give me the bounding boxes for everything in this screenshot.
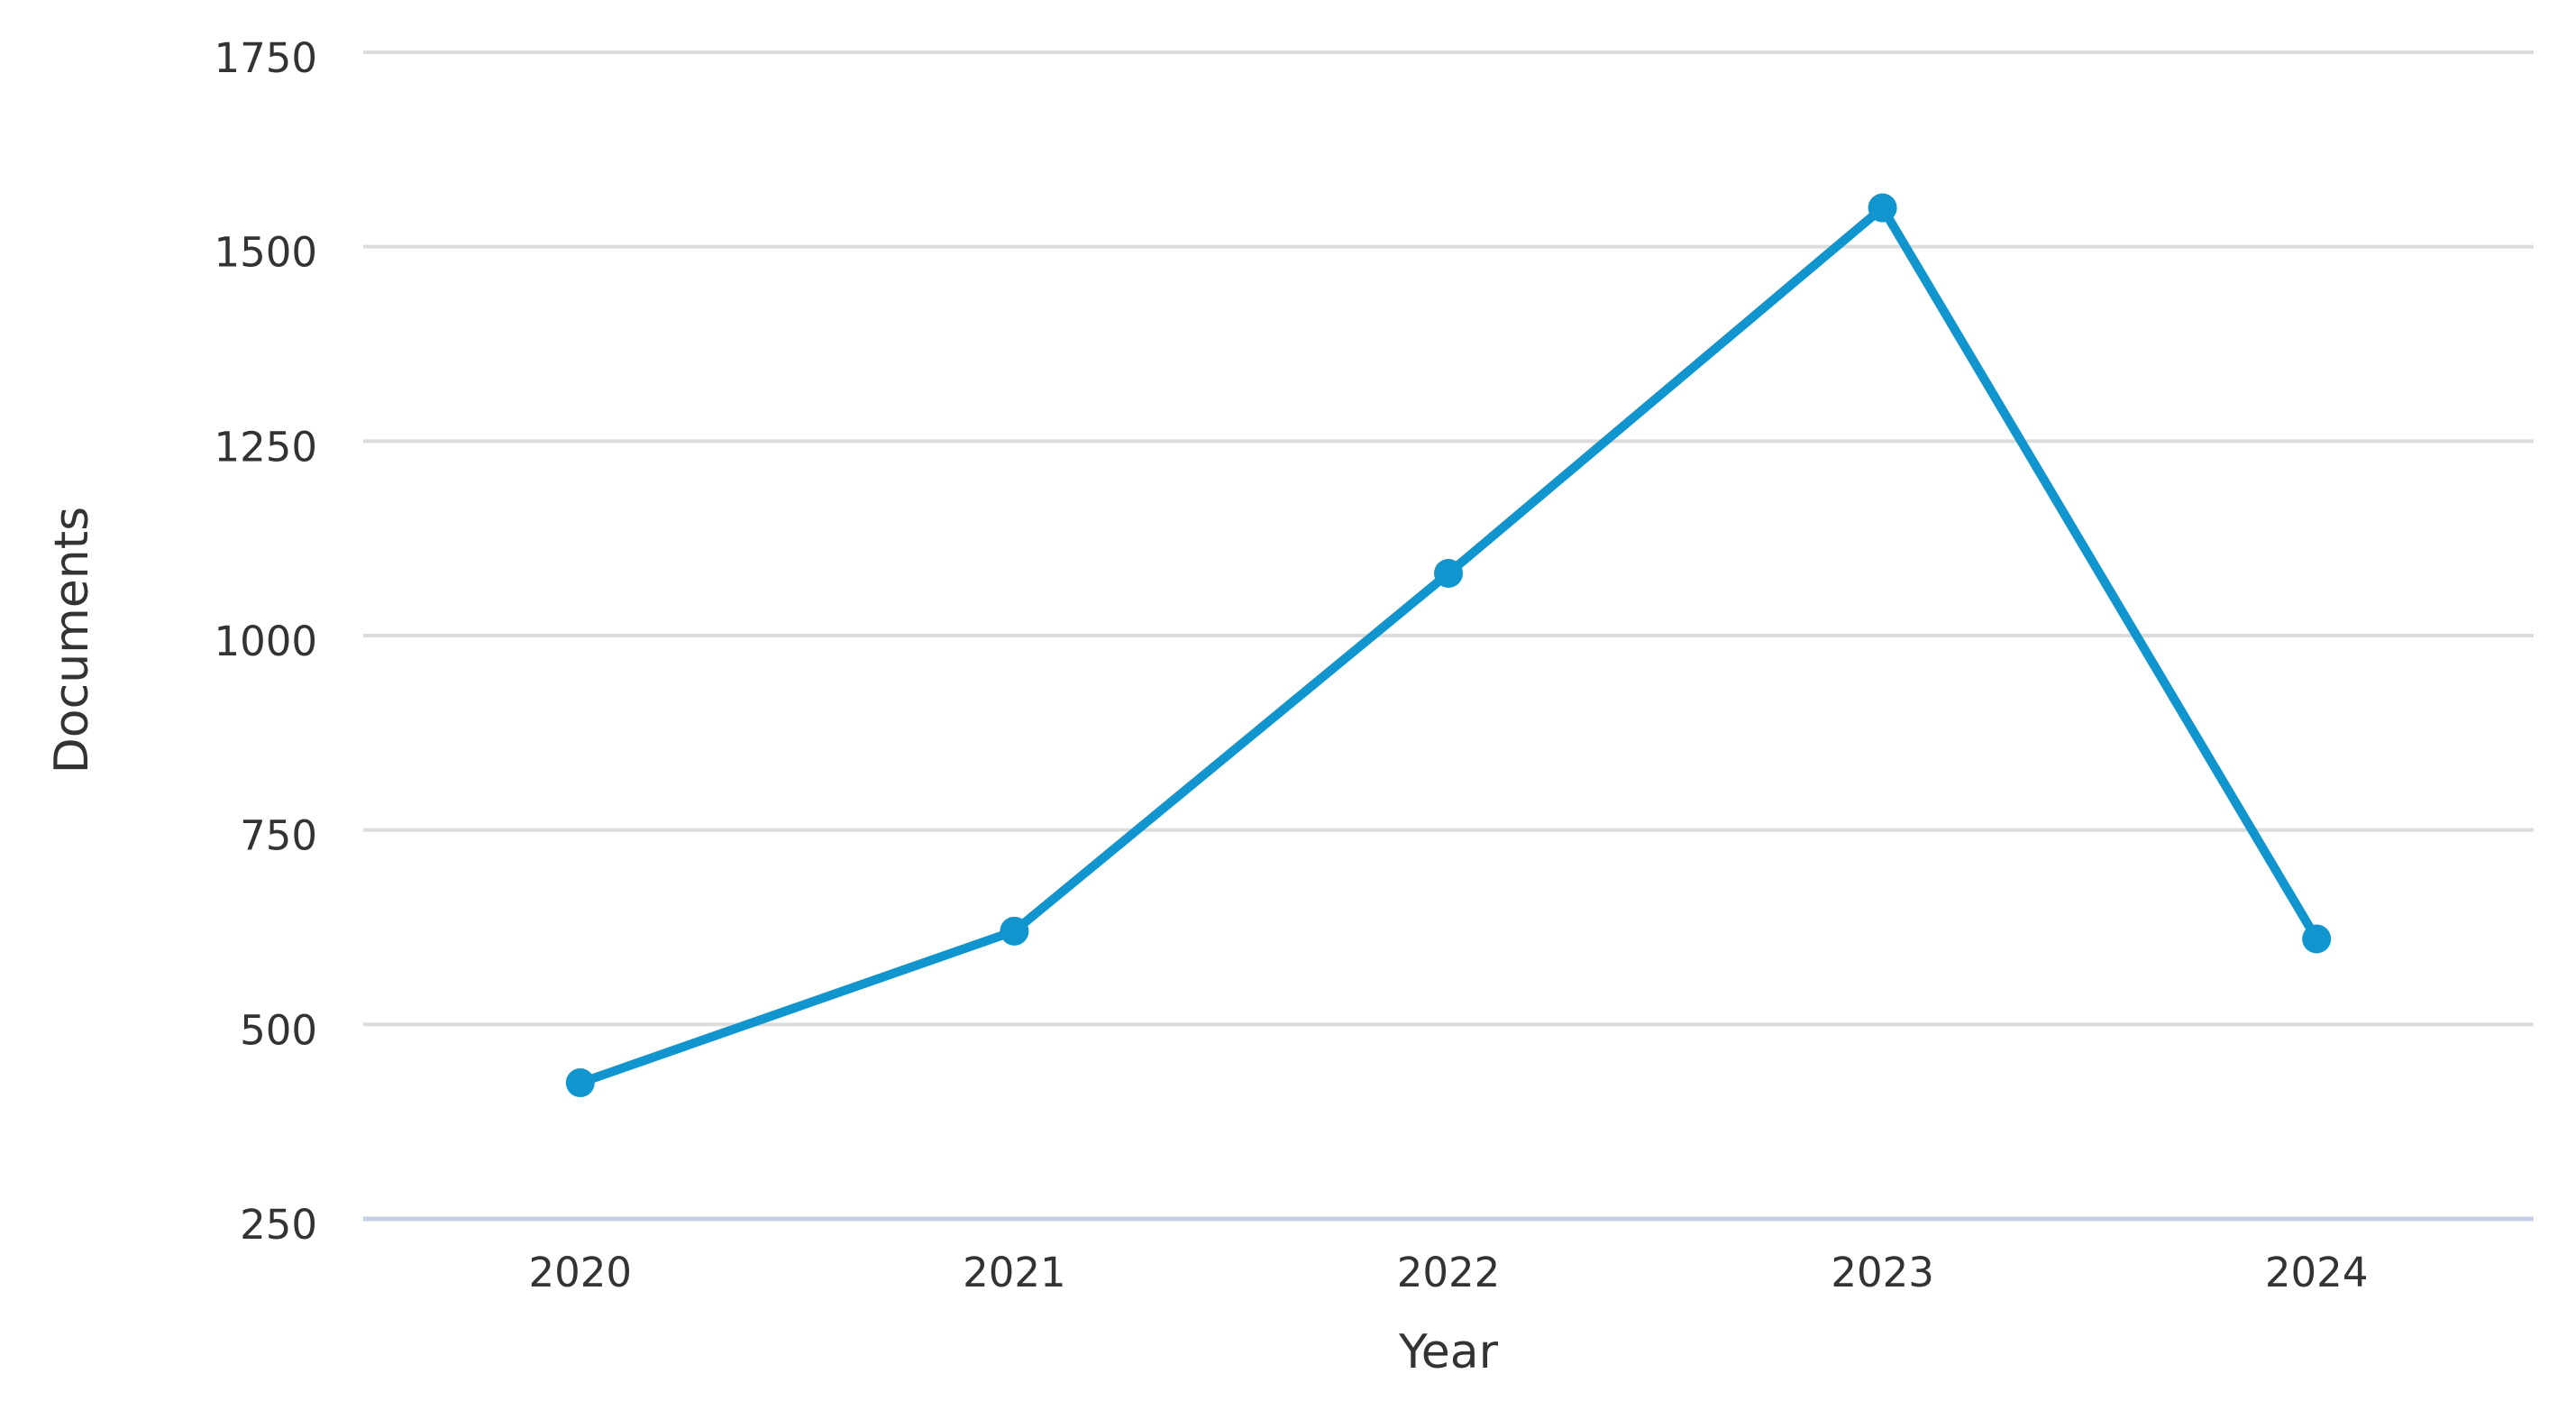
x-tick-label-2023: 2023	[1831, 1249, 1934, 1296]
x-tick-label-2021: 2021	[963, 1249, 1066, 1296]
y-axis-title: Documents	[45, 506, 99, 774]
data-point-2023[interactable]	[1868, 193, 1897, 223]
x-axis-title: Year	[1398, 1325, 1499, 1379]
y-tick-label-1500: 1500	[214, 229, 317, 277]
y-tick-label-1000: 1000	[214, 618, 317, 665]
x-tick-label-2022: 2022	[1397, 1249, 1501, 1296]
data-point-2020[interactable]	[565, 1068, 595, 1098]
y-tick-label-500: 500	[240, 1006, 317, 1054]
y-tick-label-250: 250	[240, 1201, 317, 1249]
y-tick-label-1750: 1750	[214, 34, 317, 82]
data-point-2021[interactable]	[1000, 916, 1029, 946]
y-tick-label-1250: 1250	[214, 423, 317, 471]
series-line-documents	[575, 203, 2322, 1088]
y-tick-label-750: 750	[240, 812, 317, 860]
x-tick-label-2020: 2020	[529, 1249, 633, 1296]
data-point-2024[interactable]	[2302, 924, 2332, 954]
data-point-2022[interactable]	[1434, 558, 1463, 588]
x-tick-label-2024: 2024	[2265, 1249, 2369, 1296]
